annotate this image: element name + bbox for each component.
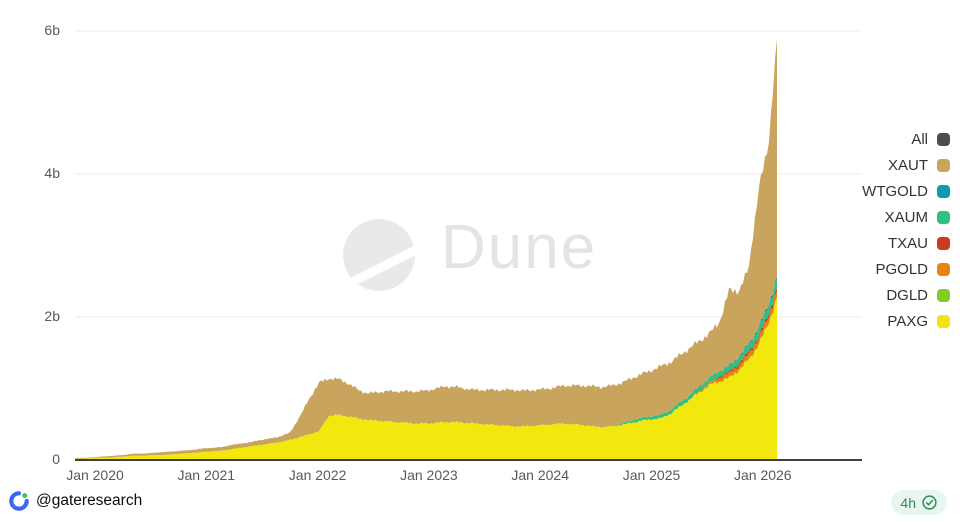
legend-label: All — [911, 130, 928, 148]
x-tick-Jan-2025: Jan 2025 — [622, 467, 681, 483]
legend-swatch-icon — [937, 262, 950, 276]
legend-item-xaut[interactable]: XAUT — [862, 152, 950, 178]
legend-item-txau[interactable]: TXAU — [862, 230, 950, 256]
legend-item-wtgold[interactable]: WTGOLD — [862, 178, 950, 204]
chart-legend: All XAUT WTGOLD XAUM TXAU PGOLD DGLD PAXG — [862, 126, 950, 334]
y-tick-2b: 2b — [44, 308, 60, 324]
gate-logo-icon — [9, 491, 29, 511]
attribution: @gateresearch — [9, 491, 142, 511]
legend-item-dgld[interactable]: DGLD — [862, 282, 950, 308]
y-tick-4b: 4b — [44, 165, 60, 181]
y-tick-0: 0 — [52, 451, 60, 467]
legend-swatch-icon — [937, 236, 950, 250]
dune-logo-icon — [343, 219, 415, 291]
x-tick-Jan-2022: Jan 2022 — [288, 467, 347, 483]
legend-swatch-icon — [937, 158, 950, 172]
legend-label: PGOLD — [875, 260, 928, 278]
legend-item-paxg[interactable]: PAXG — [862, 308, 950, 334]
x-tick-Jan-2024: Jan 2024 — [511, 467, 569, 483]
legend-label: XAUM — [884, 208, 928, 226]
legend-label: XAUT — [887, 156, 928, 174]
legend-item-xaum[interactable]: XAUM — [862, 204, 950, 230]
legend-swatch-icon — [937, 314, 950, 328]
x-tick-Jan-2026: Jan 2026 — [733, 467, 792, 483]
legend-swatch-icon — [937, 132, 950, 146]
legend-swatch-icon — [937, 288, 950, 302]
x-tick-Jan-2023: Jan 2023 — [400, 467, 458, 483]
refresh-interval-label: 4h — [900, 494, 916, 511]
legend-label: PAXG — [887, 312, 928, 330]
legend-item-all[interactable]: All — [862, 126, 950, 152]
legend-label: WTGOLD — [862, 182, 928, 200]
refresh-badge: 4h — [891, 490, 947, 515]
legend-label: TXAU — [887, 234, 928, 252]
y-tick-6b: 6b — [44, 22, 60, 38]
verified-check-icon — [922, 495, 937, 510]
legend-item-pgold[interactable]: PGOLD — [862, 256, 950, 282]
legend-label: DGLD — [886, 286, 928, 304]
area-band-XAUT — [75, 38, 777, 459]
x-tick-Jan-2021: Jan 2021 — [177, 467, 236, 483]
x-tick-Jan-2020: Jan 2020 — [66, 467, 124, 483]
legend-swatch-icon — [937, 210, 950, 224]
dune-watermark: Dune — [441, 213, 598, 282]
legend-swatch-icon — [937, 184, 950, 198]
area-band-PAXG — [75, 298, 777, 460]
author-handle: @gateresearch — [36, 492, 143, 509]
